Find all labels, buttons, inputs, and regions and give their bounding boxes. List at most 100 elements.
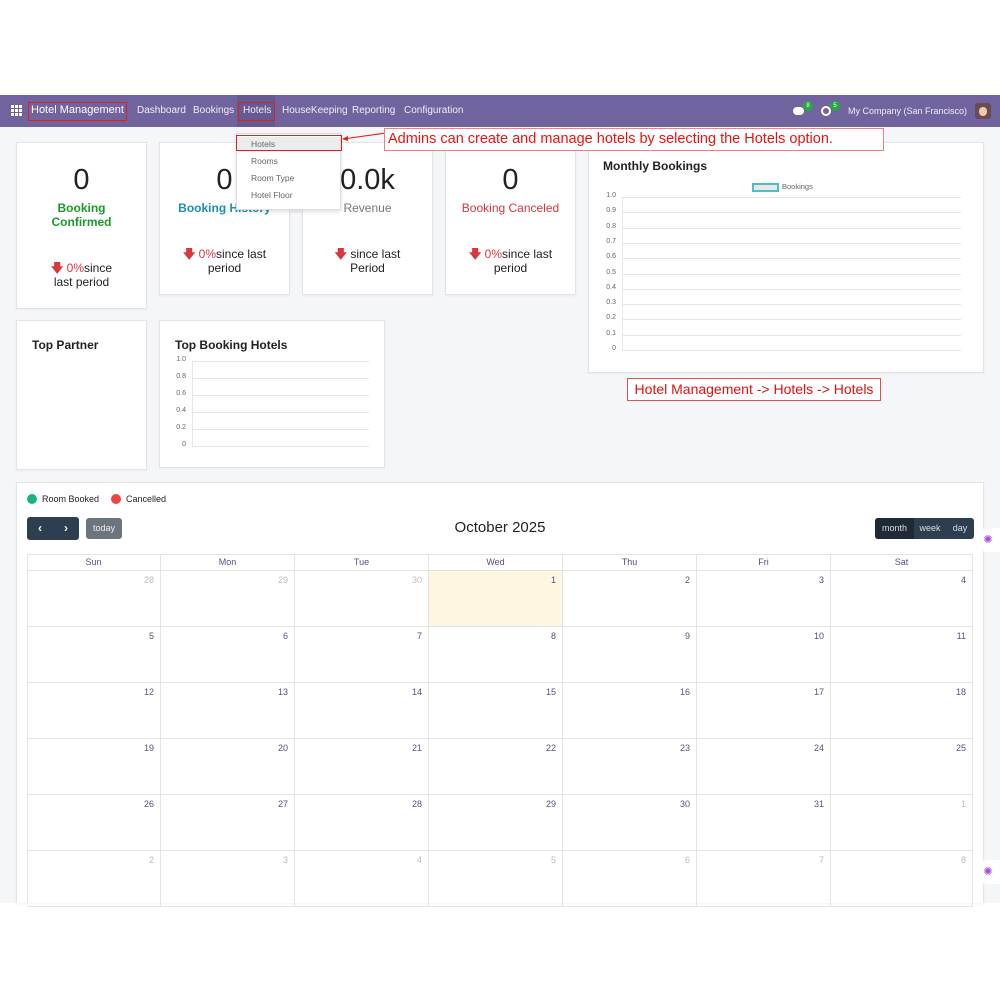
calendar-day-cell[interactable]: 23: [563, 739, 697, 795]
calendar-day-cell[interactable]: 5: [429, 851, 563, 907]
calendar-day-cell[interactable]: 5: [27, 627, 161, 683]
hotels-tick-label: 0: [182, 441, 186, 448]
kpi-value: 0.0k: [340, 164, 395, 196]
calendar-day-cell[interactable]: 7: [295, 627, 429, 683]
calendar-day-cell[interactable]: 8: [831, 851, 973, 907]
calendar-day-cell[interactable]: 30: [563, 795, 697, 851]
view-week-button[interactable]: week: [919, 523, 941, 533]
calendar-day-cell[interactable]: 10: [697, 627, 831, 683]
calendar-day-cell[interactable]: 2: [27, 851, 161, 907]
menu-dashboard[interactable]: Dashboard: [137, 105, 186, 116]
arrow-down-icon: 🡇: [182, 247, 196, 261]
dropdown-item-rooms[interactable]: Rooms: [251, 156, 278, 166]
calendar-day-cell[interactable]: 15: [429, 683, 563, 739]
calendar-day-cell[interactable]: 29: [161, 571, 295, 627]
calendar-day-cell[interactable]: 28: [27, 571, 161, 627]
menu-configuration[interactable]: Configuration: [404, 105, 464, 116]
hotels-tick-label: 1.0: [176, 356, 186, 363]
calendar-day-cell[interactable]: 1: [429, 571, 563, 627]
messages-icon[interactable]: [793, 107, 804, 115]
hotels-gridline: [192, 378, 369, 379]
monthly-tick-label: 0.7: [606, 237, 616, 245]
company-switcher[interactable]: My Company (San Francisco): [848, 106, 968, 116]
activities-icon[interactable]: [821, 106, 831, 116]
prev-month-button[interactable]: ‹: [38, 521, 42, 535]
today-button[interactable]: today: [86, 518, 122, 539]
calendar-day-cell[interactable]: 20: [161, 739, 295, 795]
active-menu-background: [237, 95, 275, 127]
calendar-day-cell[interactable]: 2: [563, 571, 697, 627]
annotation-path: Hotel Management -> Hotels -> Hotels: [627, 378, 881, 401]
app-name[interactable]: Hotel Management: [31, 104, 124, 116]
dropdown-item-hotel-floor[interactable]: Hotel Floor: [251, 190, 293, 200]
highlight-app-name: [28, 102, 127, 121]
menu-housekeeping[interactable]: HouseKeeping: [282, 105, 348, 116]
dropdown-item-hotels[interactable]: Hotels: [251, 139, 276, 149]
calendar-day-cell[interactable]: 8: [429, 627, 563, 683]
arrow-down-icon: 🡇: [50, 261, 64, 275]
highlight-hotels-item: [236, 135, 342, 151]
calendar-day-cell[interactable]: 24: [697, 739, 831, 795]
calendar-day-cell[interactable]: 27: [161, 795, 295, 851]
arrow-down-icon: 🡇: [468, 247, 482, 261]
calendar-day-cell[interactable]: 9: [563, 627, 697, 683]
calendar-day-cell[interactable]: 3: [161, 851, 295, 907]
kpi-trend: 🡇 since last Period: [334, 247, 401, 275]
top-partner-title: Top Partner: [32, 338, 99, 352]
next-month-button[interactable]: ›: [64, 521, 68, 535]
calendar-day-cell[interactable]: 31: [697, 795, 831, 851]
calendar-day-cell[interactable]: 25: [831, 739, 973, 795]
monthly-gridline: [622, 350, 961, 351]
kpi-revenue[interactable]: 0.0k Revenue 🡇 since last Period: [302, 142, 433, 295]
calendar-day-cell[interactable]: 21: [295, 739, 429, 795]
calendar-day-cell[interactable]: 26: [27, 795, 161, 851]
hotels-dropdown-menu: Hotels Rooms Room Type Hotel Floor: [236, 133, 341, 210]
calendar-day-cell[interactable]: 19: [27, 739, 161, 795]
menu-bookings[interactable]: Bookings: [193, 105, 235, 116]
calendar-day-cell[interactable]: 11: [831, 627, 973, 683]
weekday-header: Mon: [161, 554, 295, 571]
weekday-header: Thu: [563, 554, 697, 571]
calendar-day-cell[interactable]: 1: [831, 795, 973, 851]
calendar-day-cell[interactable]: 6: [161, 627, 295, 683]
legend-swatch-bookings[interactable]: [752, 183, 779, 192]
monthly-tick-label: 0.3: [606, 299, 616, 307]
user-avatar[interactable]: [975, 103, 991, 119]
calendar-day-cell[interactable]: 12: [27, 683, 161, 739]
calendar-day-cell[interactable]: 4: [295, 851, 429, 907]
calendar-day-cell[interactable]: 16: [563, 683, 697, 739]
ai-assistant-icon[interactable]: ✺: [976, 528, 1000, 552]
kpi-booking-confirmed[interactable]: 0 Booking Confirmed 🡇 0%since last perio…: [16, 142, 147, 309]
hotels-gridline: [192, 446, 369, 447]
monthly-tick-label: 0.5: [606, 268, 616, 276]
kpi-booking-canceled[interactable]: 0 Booking Canceled 🡇 0%since last period: [445, 142, 576, 295]
calendar-day-cell[interactable]: 3: [697, 571, 831, 627]
menu-hotels[interactable]: Hotels: [243, 105, 272, 116]
hotels-y-axis: [192, 361, 193, 446]
calendar-day-cell[interactable]: 7: [697, 851, 831, 907]
monthly-gridline: [622, 273, 961, 275]
calendar-day-cell[interactable]: 6: [563, 851, 697, 907]
monthly-gridline: [622, 304, 961, 306]
calendar-day-cell[interactable]: 29: [429, 795, 563, 851]
calendar-day-cell[interactable]: 14: [295, 683, 429, 739]
calendar-day-cell[interactable]: 18: [831, 683, 973, 739]
dropdown-item-hover: [237, 137, 340, 152]
calendar-day-cell[interactable]: 17: [697, 683, 831, 739]
calendar-day-cell[interactable]: 28: [295, 795, 429, 851]
calendar-day-cell[interactable]: 13: [161, 683, 295, 739]
calendar-day-cell[interactable]: 4: [831, 571, 973, 627]
calendar-grid-border: [27, 554, 973, 903]
kpi-booking-history[interactable]: 0 Booking History 🡇 0%since last period: [159, 142, 290, 295]
weekday-header: Sun: [27, 554, 161, 571]
ai-assistant-icon[interactable]: ✺: [976, 860, 1000, 884]
apps-grid-icon[interactable]: [11, 105, 22, 116]
menu-reporting[interactable]: Reporting: [352, 105, 396, 116]
dropdown-item-room-type[interactable]: Room Type: [251, 173, 295, 183]
view-month-button[interactable]: month: [875, 518, 914, 539]
monthly-gridline: [622, 258, 961, 260]
kpi-trend: 🡇 0%since last period: [182, 247, 267, 275]
view-day-button[interactable]: day: [952, 523, 968, 533]
calendar-day-cell[interactable]: 22: [429, 739, 563, 795]
calendar-day-cell[interactable]: 30: [295, 571, 429, 627]
